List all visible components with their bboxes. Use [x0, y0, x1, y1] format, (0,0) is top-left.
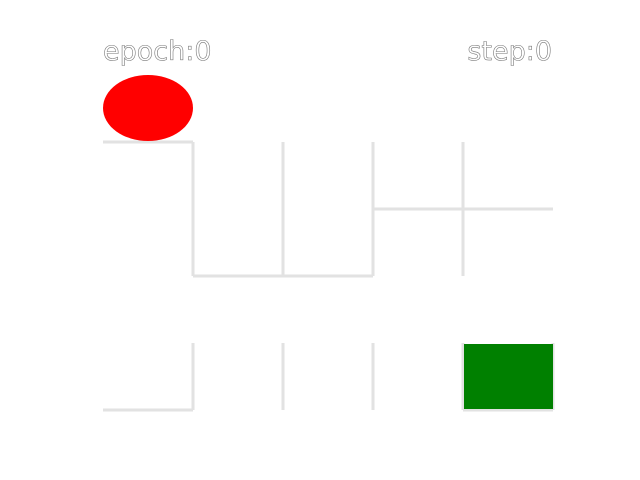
epoch-counter: epoch:0	[103, 36, 212, 68]
step-counter: step:0	[467, 36, 552, 68]
maze-walls	[103, 140, 555, 412]
goal-square	[464, 344, 553, 409]
agent-ellipse	[103, 75, 193, 141]
